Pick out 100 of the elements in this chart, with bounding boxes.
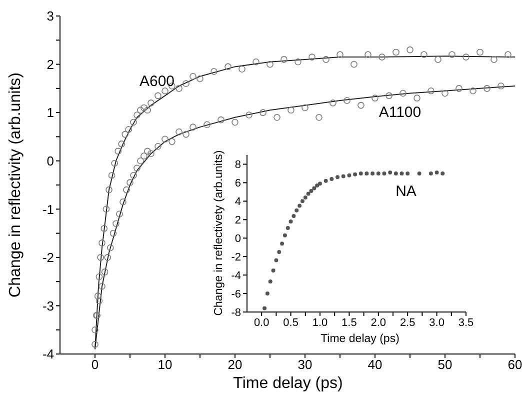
point xyxy=(318,182,322,186)
point xyxy=(140,152,148,160)
point xyxy=(382,171,386,176)
point xyxy=(288,106,294,114)
point xyxy=(118,140,125,148)
x-tick-label: 1.0 xyxy=(312,316,328,329)
point xyxy=(434,56,442,63)
point xyxy=(344,97,350,104)
point xyxy=(428,171,433,176)
point xyxy=(98,283,106,290)
point xyxy=(316,114,322,121)
x-tick-label: 20 xyxy=(228,357,242,372)
y-tick-label: 6 xyxy=(234,178,241,190)
point xyxy=(126,179,134,186)
point xyxy=(97,254,104,261)
y-axis-title: Change in reflectivity (arb.units) xyxy=(7,72,24,298)
point xyxy=(406,46,414,54)
x-tick-label: 0 xyxy=(91,357,99,372)
point xyxy=(210,68,218,75)
point xyxy=(406,171,410,176)
point xyxy=(110,230,117,237)
y-tick-label: 0 xyxy=(234,233,241,246)
point xyxy=(96,273,103,280)
y-tick-label: -4 xyxy=(231,270,241,282)
point xyxy=(246,112,252,118)
point xyxy=(322,56,330,63)
point xyxy=(238,66,246,73)
point xyxy=(400,90,406,97)
point xyxy=(104,254,111,261)
point xyxy=(144,148,151,155)
point xyxy=(280,242,284,246)
x-tick-label: 40 xyxy=(368,357,382,372)
point xyxy=(442,90,448,97)
point xyxy=(440,171,445,176)
point xyxy=(148,150,154,158)
x-tick-label: 2.5 xyxy=(400,316,416,329)
y-tick-label: 8 xyxy=(234,159,241,172)
point xyxy=(462,54,470,60)
point xyxy=(364,51,372,58)
point xyxy=(162,136,168,143)
point xyxy=(364,171,369,176)
point xyxy=(376,171,380,176)
point xyxy=(102,206,110,213)
point xyxy=(358,102,364,109)
x-tick-label: 0.0 xyxy=(254,316,270,329)
point xyxy=(148,100,154,106)
point xyxy=(190,124,196,130)
point xyxy=(476,48,484,56)
point xyxy=(358,171,363,176)
x-tick-label: 3.5 xyxy=(458,316,474,329)
point xyxy=(123,186,130,194)
point xyxy=(392,48,400,56)
point xyxy=(330,177,334,182)
point xyxy=(108,172,116,179)
point xyxy=(414,94,420,102)
point xyxy=(302,104,308,112)
point xyxy=(154,142,162,150)
point xyxy=(288,219,293,224)
point xyxy=(92,340,98,348)
point xyxy=(336,51,344,58)
point xyxy=(107,244,114,252)
x-axis-title: Time delay (ps) xyxy=(233,375,343,392)
point xyxy=(218,116,224,124)
point xyxy=(420,51,428,58)
x-tick-label: 2.0 xyxy=(370,316,386,329)
y-tick-label: -8 xyxy=(231,306,241,319)
point xyxy=(137,106,144,114)
point xyxy=(372,94,378,102)
point xyxy=(98,240,106,246)
point xyxy=(130,118,137,126)
point xyxy=(428,87,434,94)
point xyxy=(266,60,274,68)
point xyxy=(196,75,204,82)
point xyxy=(137,157,144,164)
point xyxy=(176,128,182,136)
x-tick-label: 3.0 xyxy=(429,316,444,329)
point xyxy=(182,130,190,138)
point xyxy=(298,204,302,208)
point xyxy=(262,306,267,310)
point xyxy=(490,56,498,63)
point xyxy=(274,114,280,121)
point xyxy=(306,192,310,196)
point xyxy=(92,326,98,334)
point xyxy=(292,214,296,218)
point xyxy=(232,118,238,126)
point xyxy=(280,56,288,63)
point xyxy=(130,172,137,179)
y-tick-label: -6 xyxy=(231,288,241,300)
point xyxy=(504,51,512,58)
x-tick-label: 0.5 xyxy=(283,316,298,329)
point xyxy=(190,72,196,80)
point xyxy=(370,171,375,176)
y-tick-label: 3 xyxy=(46,8,54,24)
annotation: A1100 xyxy=(378,104,422,121)
point xyxy=(96,297,103,304)
point xyxy=(224,63,232,70)
y-tick-label: 2 xyxy=(46,56,54,72)
x-tick-label: 10 xyxy=(158,357,172,372)
point xyxy=(456,85,462,92)
point xyxy=(140,104,148,112)
